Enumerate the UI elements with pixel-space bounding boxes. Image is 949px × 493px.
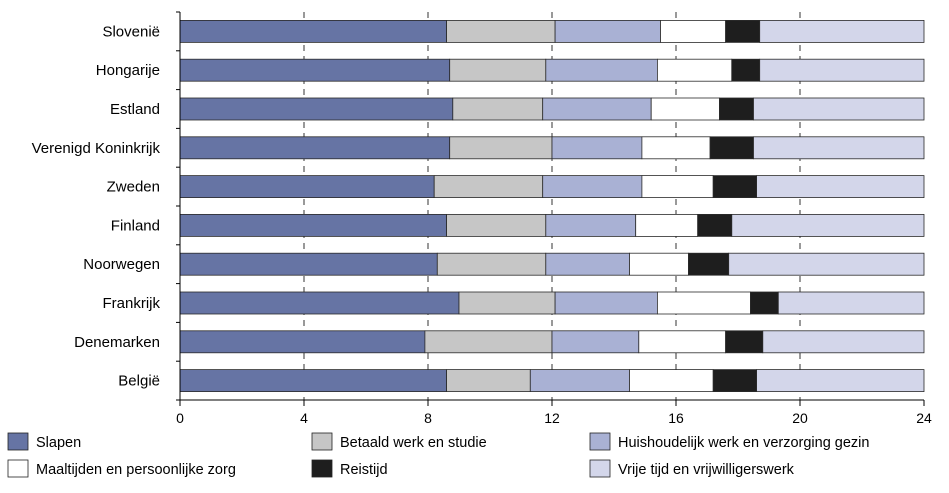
bar-belgie-maaltijden-en-persoonlijke-zorg: [629, 369, 714, 393]
category-label-verenigd-koninkrijk: Verenigd Koninkrijk: [32, 140, 161, 157]
bar-noorwegen-slapen: [179, 252, 438, 276]
category-label-denemarken: Denemarken: [74, 334, 160, 351]
legend-label-huishoudelijk-werk-en-verzorging-gezin: Huishoudelijk werk en verzorging gezin: [618, 435, 869, 451]
legend-swatch-slapen: [7, 432, 29, 451]
bar-zweden-betaald-werk-en-studie: [433, 175, 544, 199]
legend-label-reistijd: Reistijd: [340, 462, 388, 478]
bar-hongarije-slapen: [179, 58, 451, 82]
bar-noorwegen-maaltijden-en-persoonlijke-zorg: [629, 252, 689, 276]
bar-slovenie-vrije-tijd-en-vrijwilligerswerk: [759, 19, 925, 43]
axes-layer: [176, 11, 925, 406]
bar-finland-reistijd: [697, 213, 733, 237]
bar-hongarije-reistijd: [731, 58, 761, 82]
bar-belgie-reistijd: [712, 369, 758, 393]
legend-label-maaltijden-en-persoonlijke-zorg: Maaltijden en persoonlijke zorg: [36, 462, 236, 478]
legend-label-betaald-werk-en-studie: Betaald werk en studie: [340, 435, 487, 451]
bar-zweden-vrije-tijd-en-vrijwilligerswerk: [756, 175, 925, 199]
category-label-slovenie: Slovenië: [102, 23, 160, 40]
bar-verenigd-koninkrijk-huishoudelijk-werk-en-verzorging-gezin: [551, 136, 643, 160]
bar-frankrijk-slapen: [179, 291, 460, 315]
bar-noorwegen-vrije-tijd-en-vrijwilligerswerk: [728, 252, 925, 276]
category-label-zweden: Zweden: [107, 179, 160, 196]
legend-swatch-maaltijden-en-persoonlijke-zorg: [7, 459, 29, 478]
bar-frankrijk-vrije-tijd-en-vrijwilligerswerk: [777, 291, 925, 315]
bar-denemarken-huishoudelijk-werk-en-verzorging-gezin: [551, 330, 640, 354]
bar-zweden-reistijd: [712, 175, 758, 199]
legend-label-vrije-tijd-en-vrijwilligerswerk: Vrije tijd en vrijwilligerswerk: [618, 462, 795, 478]
bar-noorwegen-huishoudelijk-werk-en-verzorging-gezin: [545, 252, 630, 276]
bar-denemarken-slapen: [179, 330, 426, 354]
bar-zweden-maaltijden-en-persoonlijke-zorg: [641, 175, 714, 199]
bar-verenigd-koninkrijk-reistijd: [709, 136, 754, 160]
legend-swatch-huishoudelijk-werk-en-verzorging-gezin: [589, 432, 611, 451]
bar-frankrijk-maaltijden-en-persoonlijke-zorg: [657, 291, 751, 315]
category-label-finland: Finland: [111, 217, 160, 234]
x-tick-label-20: 20: [792, 410, 808, 426]
x-tick-label-12: 12: [544, 410, 560, 426]
bar-frankrijk-reistijd: [750, 291, 779, 315]
bar-verenigd-koninkrijk-betaald-werk-en-studie: [449, 136, 553, 160]
bar-belgie-slapen: [179, 369, 448, 393]
bar-finland-slapen: [179, 213, 448, 237]
bar-hongarije-betaald-werk-en-studie: [449, 58, 547, 82]
x-tick-label-4: 4: [300, 410, 308, 426]
bar-belgie-betaald-werk-en-studie: [446, 369, 531, 393]
bar-noorwegen-reistijd: [688, 252, 730, 276]
bar-slovenie-slapen: [179, 19, 448, 43]
bar-denemarken-vrije-tijd-en-vrijwilligerswerk: [762, 330, 925, 354]
bars-layer: [179, 19, 925, 393]
bar-finland-huishoudelijk-werk-en-verzorging-gezin: [545, 213, 637, 237]
x-tick-label-0: 0: [176, 410, 184, 426]
bar-belgie-vrije-tijd-en-vrijwilligerswerk: [756, 369, 925, 393]
legend-swatch-betaald-werk-en-studie: [311, 432, 333, 451]
bar-verenigd-koninkrijk-slapen: [179, 136, 451, 160]
bar-zweden-slapen: [179, 175, 435, 199]
legend: Slapen Betaald werk en studie Huishoudelij…: [7, 432, 869, 478]
bar-denemarken-reistijd: [725, 330, 764, 354]
bar-estland-slapen: [179, 97, 454, 121]
category-label-estland: Estland: [110, 101, 160, 118]
category-label-frankrijk: Frankrijk: [102, 295, 160, 312]
bar-frankrijk-huishoudelijk-werk-en-verzorging-gezin: [554, 291, 658, 315]
bar-finland-betaald-werk-en-studie: [446, 213, 547, 237]
bar-estland-maaltijden-en-persoonlijke-zorg: [650, 97, 720, 121]
bar-estland-reistijd: [719, 97, 754, 121]
bar-finland-maaltijden-en-persoonlijke-zorg: [635, 213, 699, 237]
bar-verenigd-koninkrijk-maaltijden-en-persoonlijke-zorg: [641, 136, 711, 160]
bar-zweden-huishoudelijk-werk-en-verzorging-gezin: [542, 175, 643, 199]
bar-noorwegen-betaald-werk-en-studie: [436, 252, 547, 276]
bar-estland-vrije-tijd-en-vrijwilligerswerk: [753, 97, 925, 121]
bar-verenigd-koninkrijk-vrije-tijd-en-vrijwilligerswerk: [753, 136, 925, 160]
bar-hongarije-maaltijden-en-persoonlijke-zorg: [657, 58, 733, 82]
category-label-belgie: België: [118, 373, 160, 390]
legend-swatch-reistijd: [311, 459, 333, 478]
bar-slovenie-reistijd: [725, 19, 761, 43]
labels-layer: Slovenië Hongarije Estland Verenigd Koninkr…: [32, 23, 932, 426]
category-label-hongarije: Hongarije: [96, 62, 160, 79]
legend-swatch-vrije-tijd-en-vrijwilligerswerk: [589, 459, 611, 478]
bar-hongarije-vrije-tijd-en-vrijwilligerswerk: [759, 58, 925, 82]
bar-denemarken-maaltijden-en-persoonlijke-zorg: [638, 330, 726, 354]
x-tick-label-8: 8: [424, 410, 432, 426]
bar-hongarije-huishoudelijk-werk-en-verzorging-gezin: [545, 58, 658, 82]
bar-belgie-huishoudelijk-werk-en-verzorging-gezin: [529, 369, 630, 393]
bar-slovenie-maaltijden-en-persoonlijke-zorg: [660, 19, 726, 43]
legend-label-slapen: Slapen: [36, 435, 81, 451]
bar-estland-betaald-werk-en-studie: [452, 97, 544, 121]
bar-frankrijk-betaald-werk-en-studie: [458, 291, 556, 315]
bar-denemarken-betaald-werk-en-studie: [424, 330, 553, 354]
bar-estland-huishoudelijk-werk-en-verzorging-gezin: [542, 97, 652, 121]
bar-finland-vrije-tijd-en-vrijwilligerswerk: [731, 213, 925, 237]
category-label-noorwegen: Noorwegen: [83, 256, 160, 273]
x-tick-label-16: 16: [668, 410, 684, 426]
bar-slovenie-betaald-werk-en-studie: [446, 19, 556, 43]
x-tick-label-24: 24: [916, 410, 932, 426]
bar-slovenie-huishoudelijk-werk-en-verzorging-gezin: [554, 19, 661, 43]
